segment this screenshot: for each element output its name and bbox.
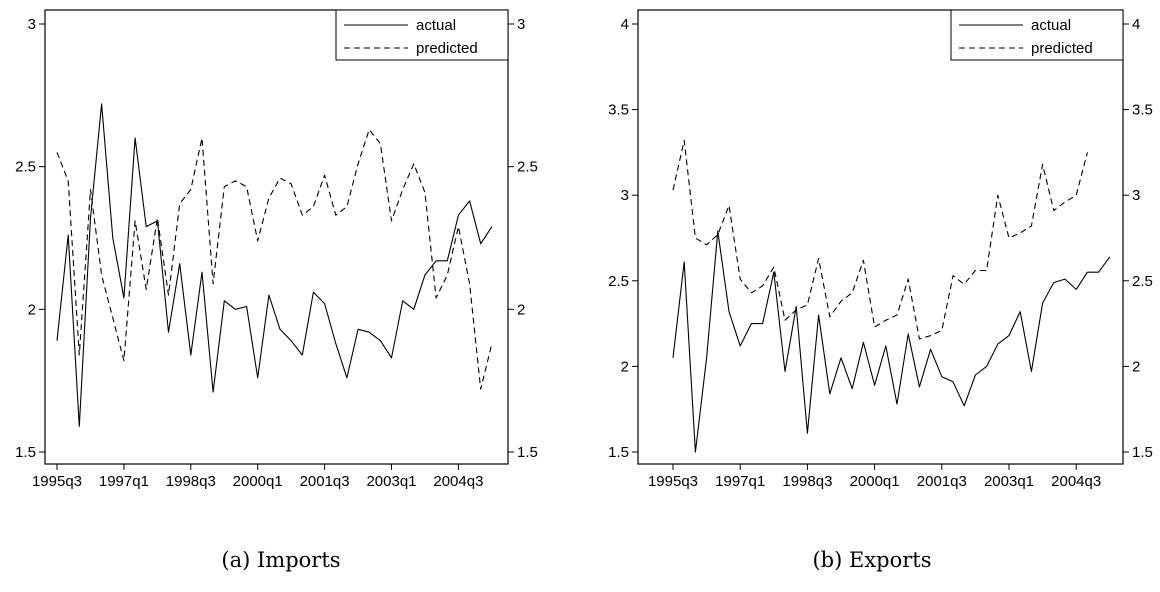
exports-xtick-label: 2004q3 — [1051, 473, 1101, 490]
exports-legend-label-predicted: predicted — [1031, 40, 1093, 57]
exports-ytick-label-left: 3 — [621, 187, 629, 204]
imports-ytick-label-left: 2.5 — [15, 159, 36, 176]
imports-ytick-label-left: 3 — [28, 16, 36, 33]
exports-legend-label-actual: actual — [1031, 17, 1071, 34]
exports-ytick-label-right: 4 — [1132, 16, 1140, 33]
exports-legend: actual predicted — [950, 9, 1124, 61]
exports-ytick-label-right: 3.5 — [1132, 102, 1153, 119]
exports-series-predicted — [672, 139, 1088, 340]
imports-legend: actual predicted — [335, 9, 509, 61]
exports-xtick-label: 1998q3 — [782, 473, 832, 490]
exports-xtick-label: 1995q3 — [648, 473, 698, 490]
exports-chart: 1.5 1.5 2 2 2.5 2.5 3 3 3.5 3.5 4 4 1995q3 1997q1 1998… — [608, 9, 1153, 490]
exports-ytick-label-right: 1.5 — [1132, 444, 1153, 461]
imports-ytick-label-right: 3 — [517, 16, 525, 33]
imports-xtick-label: 2003q1 — [366, 473, 416, 490]
exports-ytick-label-right: 2 — [1132, 358, 1140, 375]
exports-ytick-label-left: 4 — [621, 16, 629, 33]
imports-xtick-label: 2004q3 — [433, 473, 483, 490]
imports-ytick-label-right: 2 — [517, 301, 525, 318]
imports-ytick-label-right: 1.5 — [517, 444, 538, 461]
exports-series-actual — [672, 230, 1111, 453]
imports-series-predicted — [56, 129, 493, 390]
exports-xtick-label: 2003q1 — [984, 473, 1034, 490]
exports-ytick-label-left: 1.5 — [608, 444, 629, 461]
imports-xtick-label: 1998q3 — [166, 473, 216, 490]
imports-legend-box — [335, 9, 509, 61]
imports-chart: 1.5 1.5 2 2 2.5 2.5 3 3 1995q3 1997q1 1998q3 2000q1… — [15, 9, 538, 490]
exports-ytick-label-right: 2.5 — [1132, 273, 1153, 290]
imports-plot-frame — [44, 9, 509, 465]
exports-ytick-label-right: 3 — [1132, 187, 1140, 204]
imports-xtick-label: 2001q3 — [300, 473, 350, 490]
imports-ytick-label-right: 2.5 — [517, 159, 538, 176]
imports-series-actual — [56, 103, 493, 427]
exports-ytick-label-left: 2 — [621, 358, 629, 375]
exports-ytick-label-left: 2.5 — [608, 273, 629, 290]
imports-xtick-label: 2000q1 — [233, 473, 283, 490]
caption-imports: (a) Imports — [221, 548, 341, 572]
imports-xtick-label: 1995q3 — [32, 473, 82, 490]
imports-xtick-label: 1997q1 — [99, 473, 149, 490]
exports-ytick-label-left: 3.5 — [608, 102, 629, 119]
exports-plot-frame — [637, 9, 1124, 465]
exports-xtick-label: 2001q3 — [917, 473, 967, 490]
exports-xtick-label: 1997q1 — [715, 473, 765, 490]
exports-xtick-label: 2000q1 — [850, 473, 900, 490]
imports-legend-label-actual: actual — [416, 17, 456, 34]
exports-legend-box — [950, 9, 1124, 61]
caption-exports: (b) Exports — [812, 548, 932, 572]
imports-ytick-label-left: 1.5 — [15, 444, 36, 461]
imports-ytick-label-left: 2 — [28, 301, 36, 318]
imports-legend-label-predicted: predicted — [416, 40, 478, 57]
